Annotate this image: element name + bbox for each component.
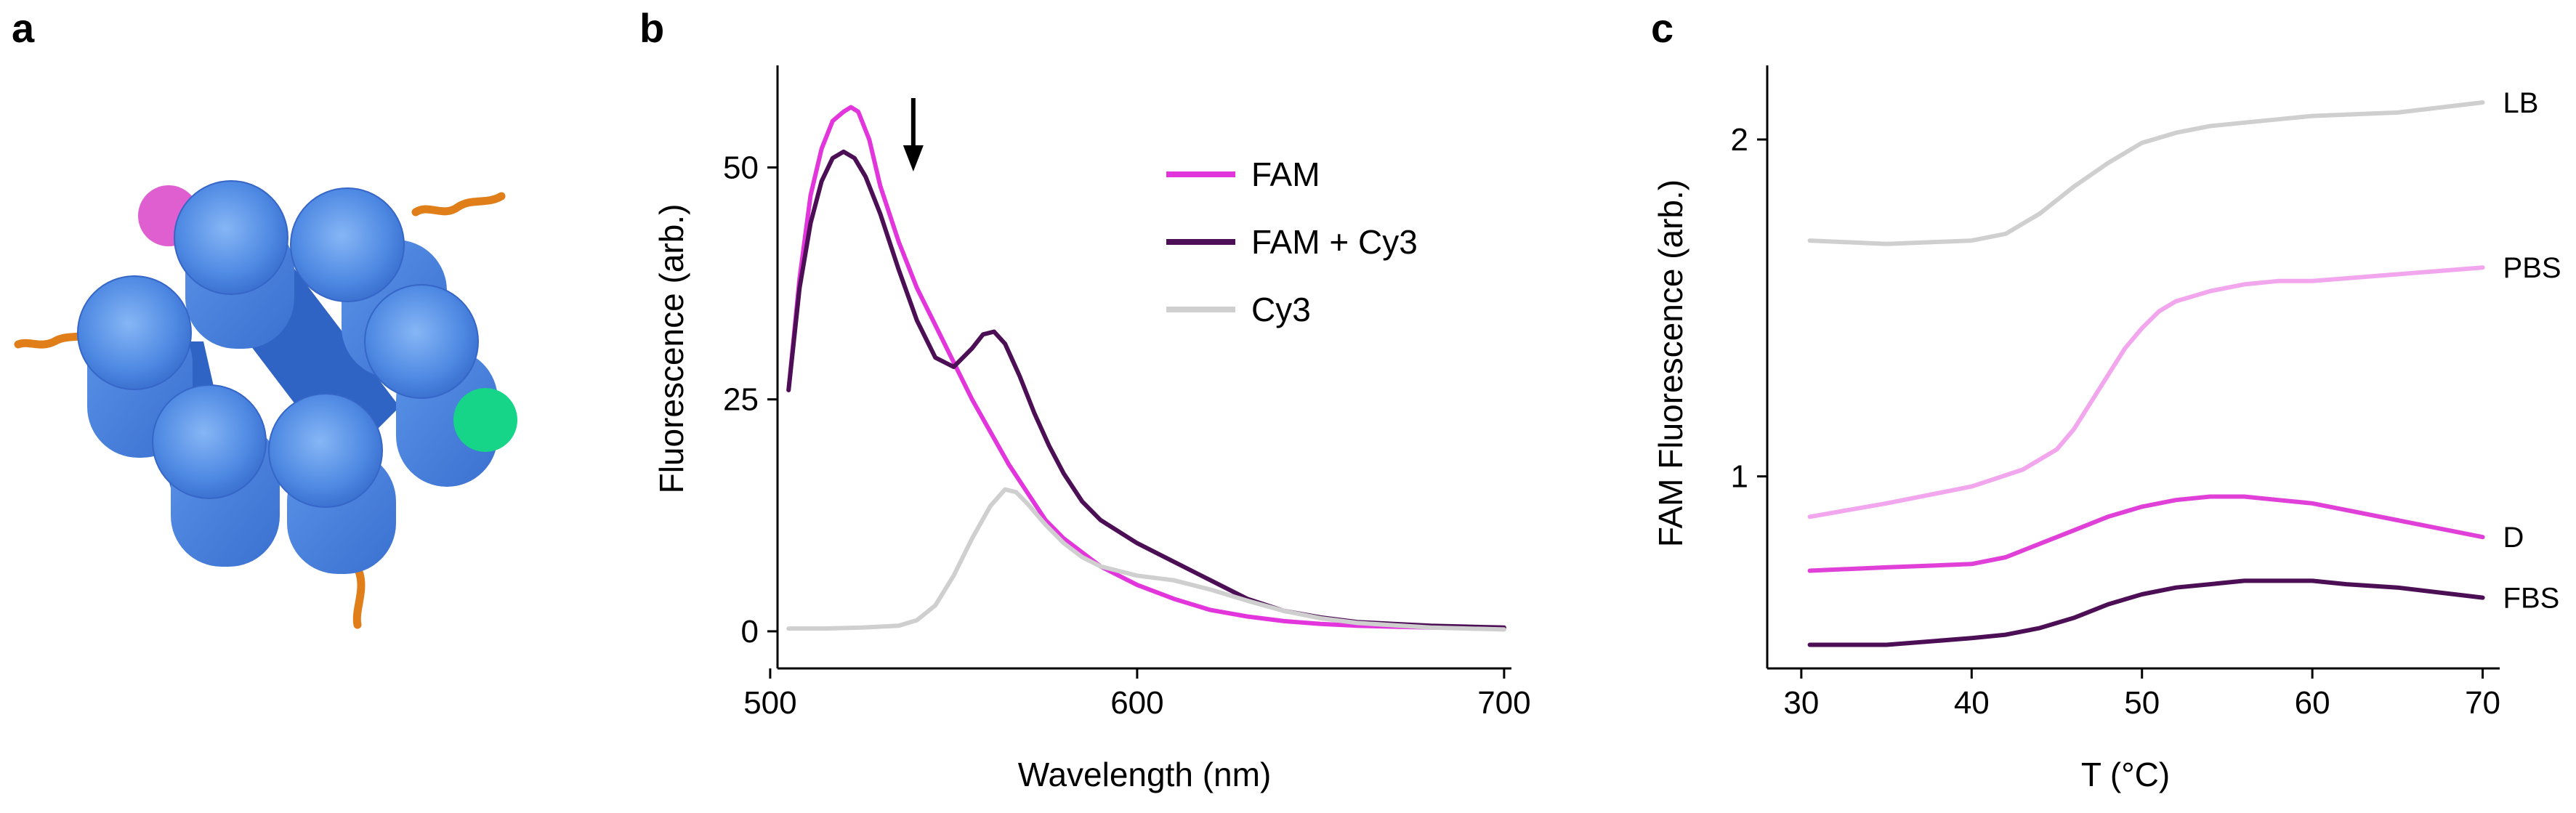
arrow-head <box>903 145 924 171</box>
series-line-c-d <box>1807 494 2485 573</box>
panel-c: c 30 40 50 60 70 1 2 LB PBS D FBS T (°C) FAM Fluo… <box>1651 5 2561 793</box>
x-tick-label-c: 30 <box>1783 685 1819 721</box>
ticks-b: 500 600 700 0 25 50 <box>723 150 1531 721</box>
legend-label-cy3: Cy3 <box>1251 291 1311 328</box>
series-b <box>786 105 1506 632</box>
x-tick-label-b: 700 <box>1477 685 1530 721</box>
series-line-b-cy3 <box>786 487 1506 632</box>
series-end-label-pbs: PBS <box>2503 252 2561 284</box>
x-tick-label-c: 50 <box>2124 685 2160 721</box>
series-end-label-fbs: FBS <box>2503 583 2560 615</box>
y-tick-label-b: 25 <box>723 382 759 418</box>
panel-a: a <box>12 5 517 629</box>
panel-b: b 500 600 700 0 25 50 Wavelength (nm) Fluores… <box>639 5 1531 793</box>
y-tick-label-b: 50 <box>723 150 759 185</box>
helix-cap <box>174 180 288 295</box>
panel-a-letter: a <box>12 5 35 51</box>
y-tick-label-b: 0 <box>741 614 759 650</box>
x-tick-label-c: 70 <box>2465 685 2500 721</box>
cy3-dye-sphere <box>453 388 517 452</box>
series-line-b-fam-cy3 <box>786 149 1506 630</box>
helix-cap <box>364 284 479 399</box>
y-axis-label-c: FAM Fluorescence (arb.) <box>1652 179 1689 547</box>
series-line-c-fbs <box>1807 578 2485 647</box>
helix-cap <box>268 393 383 508</box>
series-line-c-lb <box>1807 100 2485 246</box>
legend-label-fam-cy3: FAM + Cy3 <box>1251 223 1418 261</box>
x-axis-label-b: Wavelength (nm) <box>1018 756 1272 793</box>
y-axis-label-b: Fluorescence (arb.) <box>653 204 690 494</box>
series-end-label-d: D <box>2503 522 2524 554</box>
ticks-c: 30 40 50 60 70 1 2 <box>1731 122 2501 721</box>
panel-b-letter: b <box>639 5 664 51</box>
linker-strand <box>411 192 506 217</box>
y-tick-label-c: 1 <box>1731 459 1748 495</box>
legend-label-fam: FAM <box>1251 155 1320 193</box>
helix-cap <box>152 384 267 499</box>
series-end-label-lb: LB <box>2503 87 2539 119</box>
series-c <box>1807 100 2485 647</box>
x-tick-label-b: 500 <box>743 685 796 721</box>
x-tick-label-c: 40 <box>1954 685 1990 721</box>
panel-c-letter: c <box>1651 5 1673 51</box>
y-tick-label-c: 2 <box>1731 122 1748 158</box>
x-tick-label-b: 600 <box>1110 685 1163 721</box>
series-line-b-fam <box>786 105 1506 631</box>
legend-b: FAM FAM + Cy3 Cy3 <box>1166 155 1418 328</box>
series-line-c-pbs <box>1807 265 2485 519</box>
helix-cap <box>77 275 192 390</box>
dna-origami-helix-bundle <box>14 180 517 629</box>
x-tick-label-c: 60 <box>2295 685 2330 721</box>
helix-cap <box>290 187 405 302</box>
series-end-labels-c: LB PBS D FBS <box>2503 87 2561 615</box>
x-axis-label-c: T (°C) <box>2081 756 2170 793</box>
